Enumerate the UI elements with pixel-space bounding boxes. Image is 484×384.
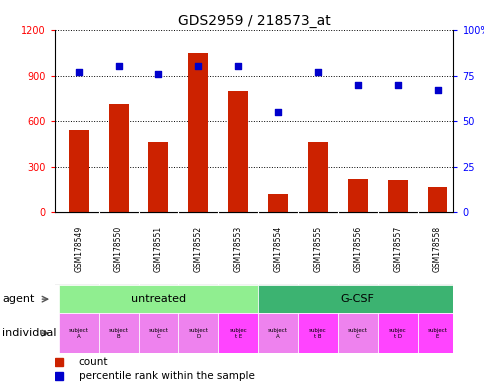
- Bar: [337, 313, 377, 353]
- Bar: [297, 313, 337, 353]
- Bar: [108, 104, 128, 212]
- Bar: [427, 187, 447, 212]
- Bar: [138, 313, 178, 353]
- Text: GSM178558: GSM178558: [432, 226, 441, 272]
- Bar: [347, 179, 367, 212]
- Bar: [148, 142, 168, 212]
- Text: GSM178556: GSM178556: [352, 226, 362, 272]
- Text: GSM178549: GSM178549: [74, 226, 83, 272]
- Text: count: count: [78, 357, 108, 367]
- Text: subject
A: subject A: [69, 328, 89, 339]
- Text: G-CSF: G-CSF: [340, 294, 374, 304]
- Text: subject
B: subject B: [108, 328, 128, 339]
- Text: subject
E: subject E: [427, 328, 447, 339]
- Point: [234, 63, 242, 70]
- Text: subject
D: subject D: [188, 328, 208, 339]
- Bar: [377, 313, 417, 353]
- Bar: [417, 313, 456, 353]
- Text: subject
C: subject C: [347, 328, 367, 339]
- Point: [194, 63, 202, 70]
- Text: individual: individual: [2, 328, 57, 338]
- Bar: [228, 91, 248, 212]
- Point: [75, 69, 82, 75]
- Point: [393, 82, 401, 88]
- Bar: [257, 313, 297, 353]
- Title: GDS2959 / 218573_at: GDS2959 / 218573_at: [178, 13, 330, 28]
- Bar: [188, 53, 208, 212]
- Point: [314, 69, 321, 75]
- Bar: [218, 313, 257, 353]
- Bar: [257, 285, 456, 313]
- Text: GSM178550: GSM178550: [114, 226, 123, 272]
- Text: percentile rank within the sample: percentile rank within the sample: [78, 371, 254, 381]
- Text: GSM178555: GSM178555: [313, 226, 322, 272]
- Text: GSM178553: GSM178553: [233, 226, 242, 272]
- Bar: [307, 142, 327, 212]
- Bar: [387, 180, 407, 212]
- Text: subjec
t B: subjec t B: [308, 328, 326, 339]
- Point: [433, 87, 440, 93]
- Bar: [98, 313, 138, 353]
- Bar: [69, 130, 89, 212]
- Text: untreated: untreated: [131, 294, 186, 304]
- Text: subject
A: subject A: [268, 328, 287, 339]
- Text: GSM178552: GSM178552: [194, 226, 202, 272]
- Point: [115, 63, 122, 70]
- Point: [154, 71, 162, 77]
- Bar: [178, 313, 218, 353]
- Bar: [59, 285, 257, 313]
- Text: subjec
t E: subjec t E: [229, 328, 246, 339]
- Text: subjec
t D: subjec t D: [388, 328, 406, 339]
- Bar: [268, 194, 287, 212]
- Point: [353, 82, 361, 88]
- Text: GSM178557: GSM178557: [393, 226, 401, 272]
- Point: [273, 109, 281, 115]
- Bar: [59, 313, 98, 353]
- Text: GSM178551: GSM178551: [153, 226, 163, 272]
- Text: subject
C: subject C: [148, 328, 168, 339]
- Text: agent: agent: [2, 294, 35, 304]
- Text: GSM178554: GSM178554: [273, 226, 282, 272]
